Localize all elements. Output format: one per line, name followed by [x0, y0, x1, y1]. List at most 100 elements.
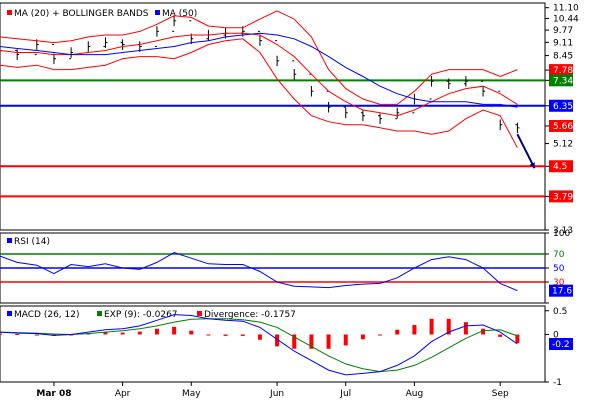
- exp-line: [0, 318, 518, 373]
- macd-y-axis: 0.5 0 -1 -0.2: [545, 307, 573, 388]
- divergence-bar: [326, 334, 331, 349]
- price-tick-label: 9.11: [553, 38, 573, 48]
- legend-rsi: RSI (14): [14, 237, 50, 247]
- legend-swatch-ma50: [155, 10, 160, 15]
- macd-last-value-label: -0.2: [552, 340, 570, 350]
- divergence-bar: [257, 334, 262, 340]
- value-box-label: 3.79: [553, 192, 573, 202]
- rsi-line: [0, 252, 518, 292]
- macd-panel: MACD (26, 12) EXP (9): -0.0267 Divergenc…: [0, 305, 573, 388]
- rsi-series: [0, 252, 518, 292]
- legend-macd: MACD (26, 12): [14, 310, 80, 320]
- bollinger-lower-line: [0, 38, 518, 148]
- value-box-bg: [549, 64, 573, 77]
- divergence-bar: [137, 331, 142, 335]
- divergence-bar: [292, 334, 297, 349]
- x-tick-label: Jun: [269, 389, 284, 399]
- divergence-bar: [172, 326, 177, 335]
- divergence-bar: [34, 334, 39, 336]
- divergence-bar: [275, 334, 280, 347]
- divergence-bar: [395, 329, 400, 335]
- value-box-label: 4.5: [553, 162, 567, 172]
- value-box-label: 7.78: [553, 66, 573, 76]
- divergence-bar: [206, 334, 211, 336]
- value-box-label: 6.35: [553, 102, 573, 112]
- value-boxes: 7.787.34 6.35 5.66 4.5 3.79: [549, 64, 573, 203]
- price-panel: MA (20) + BOLLINGER BANDS MA (50) 11.101…: [0, 2, 579, 236]
- value-box-label: 7.34: [553, 76, 573, 86]
- divergence-bar: [378, 334, 383, 336]
- x-tick-label: Mar 08: [36, 389, 71, 399]
- legend-ma20: MA (20) + BOLLINGER BANDS: [14, 9, 149, 19]
- legend-swatch-rsi: [7, 238, 12, 243]
- divergence-bar: [360, 334, 365, 340]
- price-tick-label: 5.12: [553, 140, 573, 150]
- x-tick-label: May: [182, 389, 201, 399]
- value-box-bg: [549, 190, 573, 203]
- divergence-bar: [240, 334, 245, 336]
- value-box-bg: [549, 160, 573, 173]
- legend-ma50: MA (50): [162, 9, 197, 19]
- macd-last-value-bg: [549, 338, 573, 350]
- trend-arrow: [516, 133, 536, 169]
- divergence-bar: [223, 334, 228, 336]
- divergence-bar: [515, 334, 520, 344]
- price-frame: [0, 2, 546, 231]
- horizontal-levels: [0, 79, 545, 198]
- divergence-bar: [481, 328, 486, 335]
- legend-swatch-ma20: [7, 10, 12, 15]
- price-tick-label: 3.13: [553, 226, 573, 236]
- x-tick-label: Aug: [406, 389, 424, 399]
- value-box-label: 5.66: [553, 122, 573, 132]
- rsi-levels: [0, 253, 545, 283]
- price-tick-label: 10.44: [553, 14, 579, 24]
- price-tick-label: 11.10: [553, 4, 579, 14]
- value-box-bg: [549, 74, 573, 87]
- rsi-tick-label: 100: [553, 229, 570, 239]
- macd-series: [0, 314, 520, 376]
- bollinger-upper-line: [0, 10, 518, 105]
- divergence-bar: [189, 330, 194, 335]
- divergence-bar: [498, 334, 503, 337]
- divergence-bar: [429, 318, 434, 335]
- trend-arrow-head: [529, 162, 535, 169]
- x-tick-label: Sep: [492, 389, 509, 399]
- divergence-bar: [463, 322, 468, 335]
- macd-tick-label: -1: [553, 378, 562, 388]
- divergence-bar: [103, 332, 108, 335]
- divergence-bar: [412, 325, 417, 335]
- legend-swatch-divergence: [197, 311, 202, 316]
- divergence-bar: [0, 333, 2, 335]
- rsi-tick-label: 30: [553, 278, 565, 288]
- divergence-bar: [154, 328, 159, 335]
- ma50-line: [0, 32, 518, 108]
- value-box-bg: [549, 99, 573, 112]
- rsi-tick-label: 50: [553, 264, 565, 274]
- divergence-bar: [15, 334, 20, 336]
- rsi-last-value-bg: [549, 284, 573, 297]
- legend-exp: EXP (9): -0.0267: [104, 310, 178, 320]
- macd-frame: [0, 305, 546, 383]
- divergence-bar: [446, 318, 451, 335]
- divergence-bar: [120, 332, 125, 335]
- rsi-tick-label: 70: [553, 250, 565, 260]
- value-box-bg: [549, 119, 573, 132]
- x-tick-label: Apr: [115, 389, 131, 399]
- x-tick-label: Jul: [339, 389, 351, 399]
- price-series: [0, 10, 536, 169]
- divergence-bar: [309, 334, 314, 349]
- price-tick-label: 8.45: [553, 52, 573, 62]
- macd-tick-label: 0.5: [553, 307, 567, 317]
- price-tick-label: 9.77: [553, 26, 573, 36]
- macd-tick-label: 0: [553, 331, 559, 341]
- legend-divergence: Divergence: -0.1757: [204, 310, 296, 320]
- macd-line: [0, 314, 518, 376]
- divergence-bar: [343, 334, 348, 346]
- x-axis: Mar 08 Apr May Jun Jul Aug Sep: [36, 382, 509, 399]
- legend-swatch-exp: [97, 311, 102, 316]
- legend-swatch-macd: [7, 311, 12, 316]
